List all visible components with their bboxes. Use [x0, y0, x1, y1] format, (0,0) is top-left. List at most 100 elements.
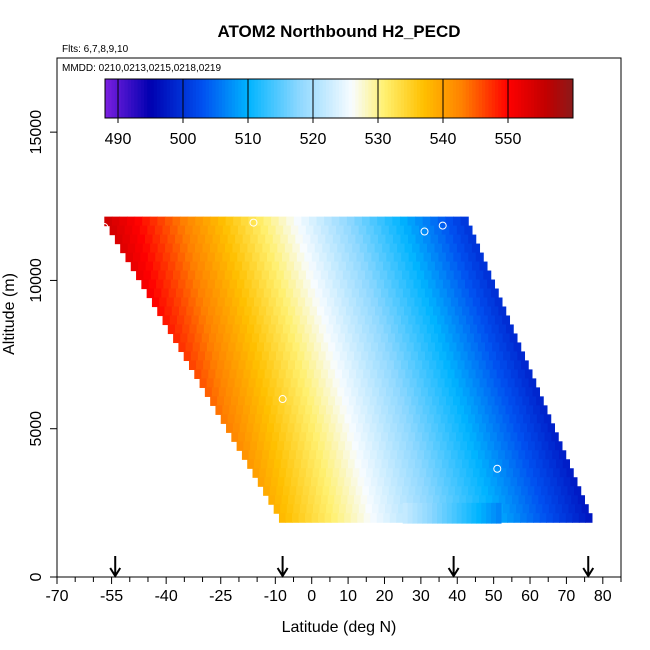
- heatmap-cell: [308, 261, 317, 272]
- heatmap-cell: [279, 396, 288, 406]
- x-tick-label: 80: [594, 588, 612, 605]
- heatmap-cell: [210, 324, 219, 335]
- heatmap-cell: [508, 459, 517, 469]
- heatmap-cell: [359, 288, 367, 299]
- heatmap-cell: [296, 252, 305, 263]
- heatmap-cell: [400, 234, 409, 245]
- heatmap-cell: [402, 288, 411, 299]
- heatmap-cell: [491, 324, 500, 335]
- heatmap-cell: [465, 495, 474, 505]
- heatmap-cell: [517, 351, 526, 362]
- heatmap-cell: [184, 315, 193, 326]
- heatmap-cell: [369, 216, 378, 227]
- heatmap-cell: [487, 315, 496, 326]
- heatmap-cell: [486, 378, 495, 388]
- heatmap-cell: [505, 405, 513, 415]
- heatmap-cell: [407, 216, 416, 227]
- heatmap-cell: [497, 387, 506, 397]
- x-tick-label: -10: [264, 588, 287, 605]
- colorbar-segment: [426, 79, 431, 118]
- heatmap-cell: [400, 387, 408, 397]
- heatmap-cell: [351, 387, 359, 397]
- heatmap-cell: [380, 495, 388, 505]
- heatmap-cell: [237, 252, 246, 263]
- heatmap-cell: [475, 270, 484, 281]
- heatmap-cell: [527, 423, 535, 433]
- heatmap-cell: [290, 225, 299, 236]
- heatmap-cell: [361, 459, 369, 469]
- heatmap-cell: [224, 270, 233, 281]
- heatmap-cell: [516, 414, 524, 424]
- heatmap-cell: [560, 486, 569, 496]
- heatmap-cell: [434, 225, 443, 236]
- heatmap-cell: [255, 378, 264, 388]
- colorbar-segment: [436, 79, 441, 118]
- heatmap-cell: [257, 477, 266, 487]
- heatmap-cell: [158, 270, 167, 281]
- colorbar-segment: [267, 79, 272, 118]
- heatmap-cell: [371, 504, 380, 514]
- heatmap-cell: [457, 477, 465, 487]
- heatmap-cell: [503, 432, 512, 442]
- heatmap-cell: [493, 378, 502, 388]
- heatmap-cell: [348, 297, 357, 308]
- heatmap-cell: [439, 468, 447, 478]
- heatmap-cell: [425, 351, 433, 362]
- heatmap-cell: [325, 279, 334, 290]
- heatmap-cell: [443, 405, 451, 415]
- heatmap-cell: [237, 225, 247, 236]
- heatmap-cell: [305, 297, 313, 308]
- heatmap-cell: [314, 315, 323, 326]
- heatmap-cell: [392, 342, 401, 353]
- colorbar-segment: [381, 79, 385, 118]
- heatmap-cell: [222, 405, 230, 415]
- heatmap-cell: [324, 513, 332, 523]
- heatmap-cell: [337, 360, 346, 370]
- x-tick-label: 0: [307, 588, 316, 605]
- colorbar-segment: [459, 79, 463, 118]
- heatmap-cell: [465, 378, 474, 388]
- colorbar-segment: [170, 79, 174, 118]
- heatmap-cell: [352, 468, 360, 478]
- heatmap-cell: [490, 432, 498, 442]
- heatmap-cell: [401, 432, 409, 442]
- colorbar-segment: [212, 79, 216, 118]
- heatmap-cell: [308, 423, 316, 433]
- heatmap-cell: [269, 270, 278, 281]
- heatmap-cell: [412, 441, 421, 451]
- heatmap-cell: [220, 315, 229, 326]
- heatmap-cell: [295, 279, 304, 290]
- heatmap-cell: [423, 378, 432, 388]
- heatmap-cell: [528, 378, 537, 388]
- heatmap-cell: [337, 477, 345, 487]
- heatmap-cell: [345, 504, 353, 514]
- colorbar-segment: [439, 79, 444, 118]
- heatmap-cell: [261, 324, 270, 335]
- heatmap-cell: [137, 234, 146, 245]
- colorbar-segment: [537, 79, 541, 118]
- heatmap-cell: [241, 414, 249, 424]
- heatmap-cell: [263, 342, 272, 353]
- heatmap-cell: [484, 405, 493, 415]
- heatmap-cell: [298, 513, 306, 523]
- heatmap-cell: [217, 396, 225, 406]
- colorbar-segment: [231, 79, 236, 118]
- heatmap-cell: [505, 324, 514, 335]
- heatmap-cell: [321, 396, 329, 406]
- heatmap-cell: [245, 360, 254, 370]
- heatmap-cell: [461, 486, 469, 496]
- heatmap-cell: [381, 405, 389, 415]
- heatmap-cell: [362, 216, 371, 227]
- colorbar-segment: [553, 79, 558, 118]
- heatmap-cell: [134, 216, 143, 227]
- heatmap-cell: [514, 378, 523, 388]
- heatmap-cell: [259, 279, 267, 290]
- heatmap-cell: [547, 423, 556, 433]
- heatmap-cell: [446, 468, 454, 478]
- heatmap-cell: [319, 297, 328, 308]
- heatmap-cell: [464, 261, 473, 272]
- heatmap-cell: [484, 450, 493, 460]
- heatmap-cell: [468, 369, 477, 379]
- heatmap-cell: [286, 504, 294, 514]
- heatmap-cell: [449, 342, 458, 353]
